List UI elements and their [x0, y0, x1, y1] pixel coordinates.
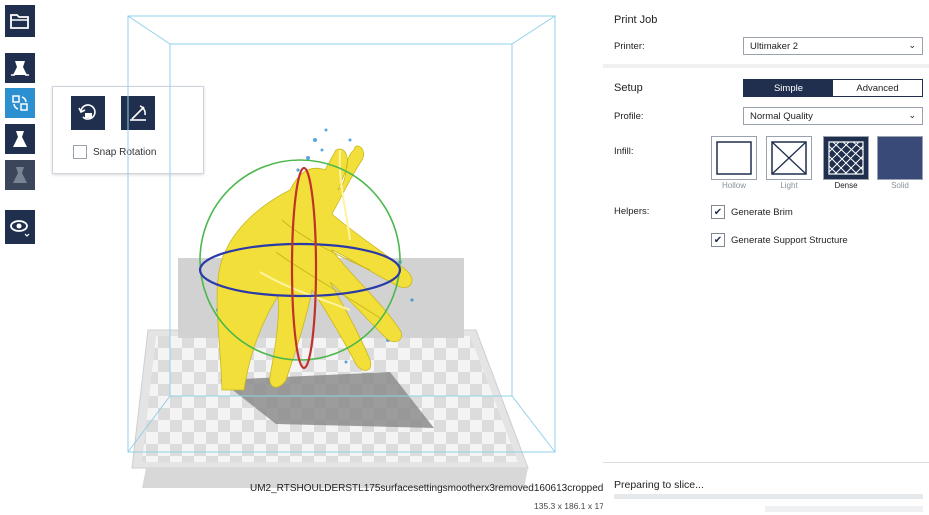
- light-infill-icon: [766, 136, 812, 180]
- infill-label-solid: Solid: [891, 181, 909, 190]
- rotate-tool-button[interactable]: [5, 88, 35, 118]
- open-file-button[interactable]: [5, 5, 35, 37]
- snap-rotation-checkbox[interactable]: [73, 145, 87, 159]
- rotate-tool-panel: Snap Rotation: [52, 86, 204, 174]
- scene-canvas: [127, 15, 556, 488]
- reset-rotation-icon: [78, 104, 96, 120]
- infill-label-light: Light: [780, 181, 798, 190]
- scale-icon: [13, 131, 27, 147]
- mode-simple-button[interactable]: Simple: [744, 80, 833, 96]
- mode-advanced-button[interactable]: Advanced: [833, 80, 922, 96]
- view-mode-button[interactable]: [5, 210, 35, 244]
- solid-infill-icon: [877, 136, 923, 180]
- scale-tool-button[interactable]: [5, 124, 35, 154]
- slice-status-area: Preparing to slice...: [603, 462, 929, 515]
- generate-support-option[interactable]: ✔ Generate Support Structure: [711, 233, 848, 247]
- generate-support-checkbox[interactable]: ✔: [711, 233, 725, 247]
- printer-label: Printer:: [614, 41, 645, 52]
- infill-option-light[interactable]: Light: [766, 136, 812, 190]
- infill-option-dense[interactable]: Dense: [823, 136, 869, 190]
- reset-rotation-button[interactable]: [71, 96, 105, 130]
- infill-option-hollow[interactable]: Hollow: [711, 136, 757, 190]
- profile-value: Normal Quality: [750, 111, 813, 122]
- printer-value: Ultimaker 2: [750, 41, 799, 52]
- slice-progress-bar: [614, 494, 923, 499]
- section-divider: [603, 64, 929, 68]
- profile-select[interactable]: Normal Quality ⌄: [743, 107, 923, 125]
- eye-icon: [10, 220, 30, 237]
- chevron-down-icon: ⌄: [908, 40, 916, 50]
- model-dimensions: 135.3 x 186.1 x 175.6 mm: [534, 501, 633, 511]
- 3d-viewport[interactable]: UM2_RTSHOULDERSTL175surfacesettingsmooth…: [50, 0, 642, 515]
- infill-option-solid[interactable]: Solid: [877, 136, 923, 190]
- generate-brim-label: Generate Brim: [731, 206, 793, 218]
- translate-tool-button[interactable]: [5, 53, 35, 83]
- save-button-area: [765, 506, 923, 512]
- infill-label-hollow: Hollow: [721, 181, 746, 190]
- settings-panel: Print Job Printer: Ultimaker 2 ⌄ Setup S…: [603, 0, 929, 515]
- rotate-ring-red[interactable]: [290, 166, 318, 370]
- rotate-icon: [12, 95, 28, 111]
- snap-rotation-option[interactable]: Snap Rotation: [73, 145, 156, 159]
- model-filename: UM2_RTSHOULDERSTL175surfacesettingsmooth…: [250, 483, 604, 494]
- rotation-gizmo[interactable]: [198, 159, 402, 370]
- hollow-infill-icon: [711, 136, 757, 180]
- mirror-tool-button[interactable]: [5, 160, 35, 190]
- lay-flat-icon: [130, 105, 146, 121]
- generate-brim-option[interactable]: ✔ Generate Brim: [711, 205, 793, 219]
- setup-mode-toggle: Simple Advanced: [743, 79, 923, 97]
- helpers-label: Helpers:: [614, 206, 650, 217]
- snap-rotation-label: Snap Rotation: [93, 146, 157, 158]
- generate-brim-checkbox[interactable]: ✔: [711, 205, 725, 219]
- translate-icon: [11, 61, 29, 76]
- infill-label: Infill:: [614, 146, 634, 157]
- open-folder-icon: [10, 14, 29, 29]
- infill-label-dense: Dense: [834, 181, 858, 190]
- setup-label: Setup: [614, 82, 643, 94]
- mirror-icon: [13, 167, 27, 183]
- chevron-down-icon: ⌄: [908, 110, 916, 120]
- lay-flat-button[interactable]: [121, 96, 155, 130]
- dense-infill-icon: [823, 136, 869, 180]
- generate-support-label: Generate Support Structure: [731, 234, 848, 246]
- printer-select[interactable]: Ultimaker 2 ⌄: [743, 37, 923, 55]
- slice-status-text: Preparing to slice...: [614, 479, 704, 491]
- rotate-ring-blue[interactable]: [198, 242, 402, 298]
- profile-label: Profile:: [614, 111, 644, 122]
- print-job-title: Print Job: [614, 14, 658, 26]
- build-volume: [127, 15, 556, 453]
